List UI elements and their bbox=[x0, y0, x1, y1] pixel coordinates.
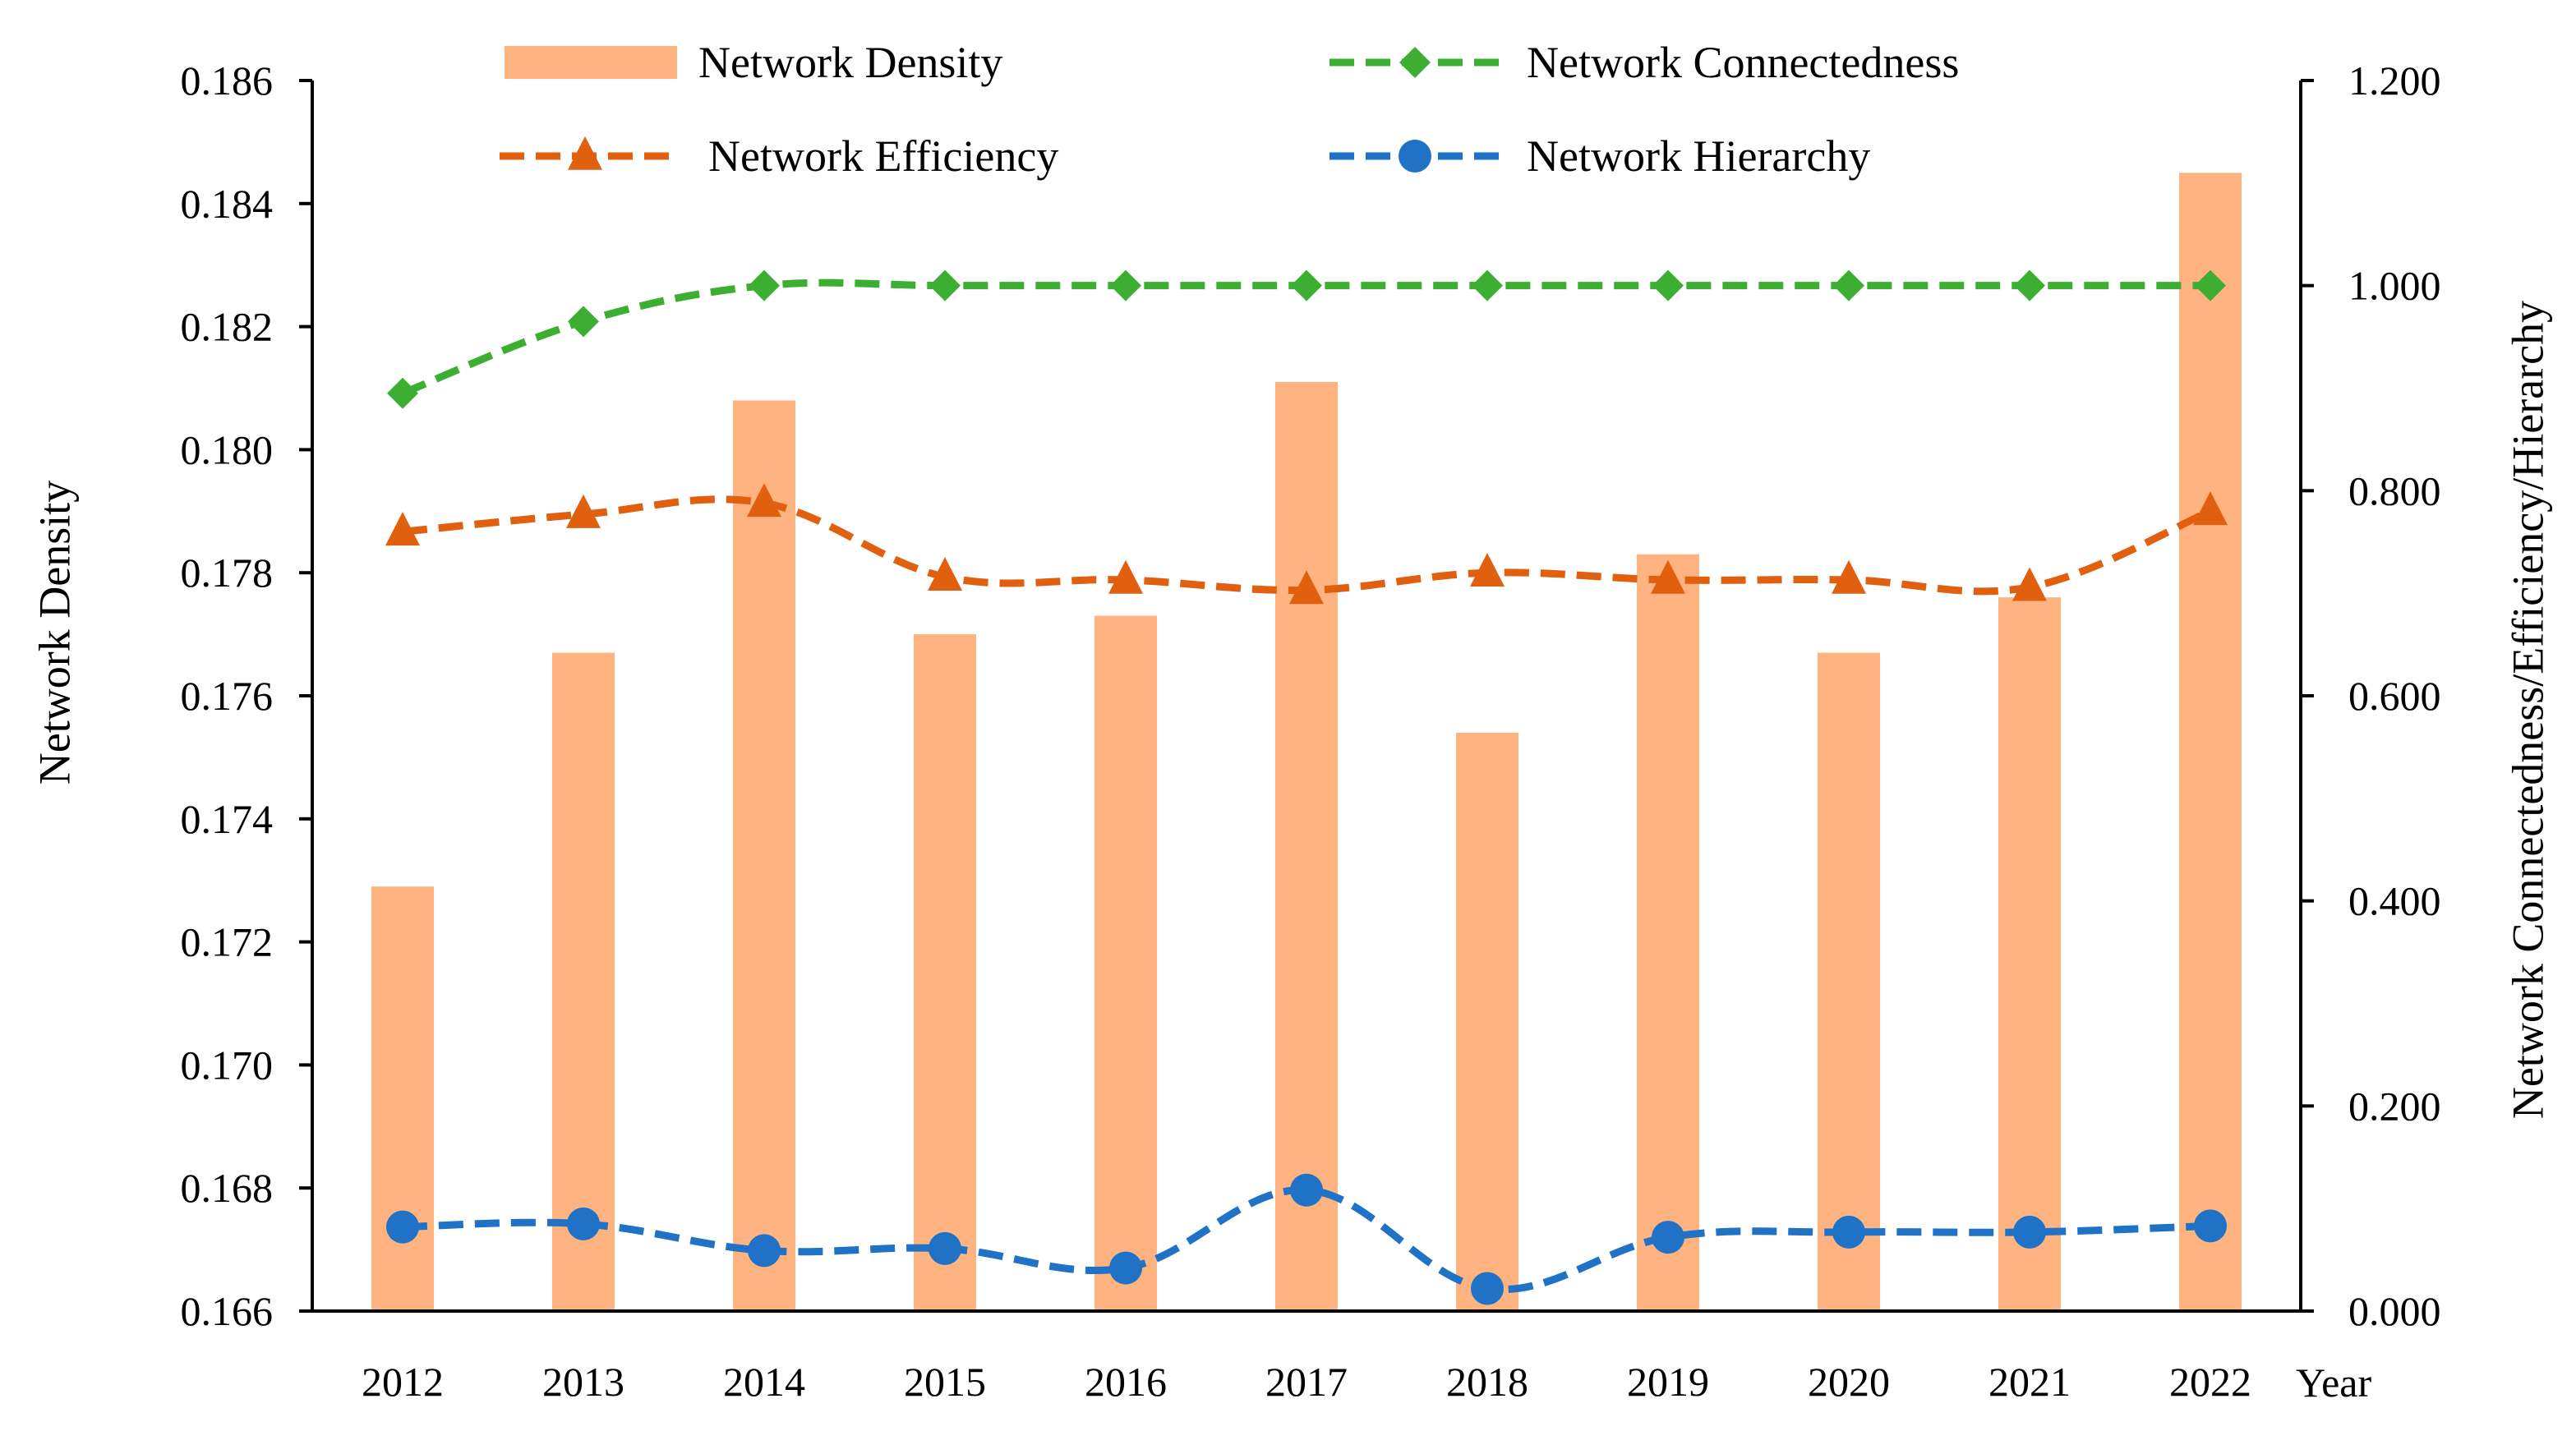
x-tick-label: 2013 bbox=[542, 1359, 624, 1405]
left-tick-label: 0.182 bbox=[181, 304, 274, 350]
network-efficiency-point-2013 bbox=[566, 494, 601, 528]
right-axis-title: Network Connectedness/Efficiency/Hierarc… bbox=[2503, 301, 2552, 1119]
network-connectedness-point-2012 bbox=[387, 377, 418, 409]
left-tick-label: 0.166 bbox=[181, 1288, 274, 1334]
left-tick-label: 0.168 bbox=[181, 1165, 274, 1211]
legend-label-network-hierarchy: Network Hierarchy bbox=[1527, 131, 1870, 181]
network-efficiency-point-2021 bbox=[2012, 567, 2047, 601]
right-tick-label: 1.200 bbox=[2348, 58, 2441, 104]
left-tick-label: 0.176 bbox=[181, 673, 274, 719]
x-tick-label: 2020 bbox=[1808, 1359, 1890, 1405]
left-tick-label: 0.180 bbox=[181, 426, 274, 472]
x-tick-label: 2021 bbox=[1988, 1359, 2071, 1405]
density-bar-2016 bbox=[1094, 615, 1157, 1311]
network-connectedness-point-2016 bbox=[1110, 269, 1141, 301]
network-efficiency-point-2017 bbox=[1289, 570, 1324, 605]
right-tick-label: 0.600 bbox=[2348, 673, 2441, 719]
legend-label-network-efficiency: Network Efficiency bbox=[708, 131, 1058, 181]
density-bar-2019 bbox=[1637, 554, 1699, 1311]
network-connectedness-point-2013 bbox=[568, 306, 599, 338]
network-efficiency-point-2016 bbox=[1108, 559, 1143, 594]
network-hierarchy-point-2017 bbox=[1290, 1173, 1323, 1207]
density-bar-2020 bbox=[1818, 652, 1880, 1311]
network-hierarchy-point-2015 bbox=[929, 1231, 961, 1265]
network-efficiency-point-2018 bbox=[1470, 553, 1505, 587]
right-tick-label: 0.400 bbox=[2348, 878, 2441, 924]
network-hierarchy-point-2018 bbox=[1471, 1272, 1504, 1305]
x-tick-label: 2015 bbox=[904, 1359, 986, 1405]
network-efficiency-point-2012 bbox=[385, 512, 420, 546]
network-connectedness-point-2018 bbox=[1472, 269, 1503, 301]
line-series bbox=[385, 269, 2228, 1305]
network-efficiency-point-2015 bbox=[928, 557, 962, 591]
network-hierarchy-point-2016 bbox=[1109, 1251, 1142, 1285]
density-bar-2012 bbox=[371, 886, 434, 1311]
network-connectedness-point-2019 bbox=[1652, 269, 1684, 301]
legend-marker-network-connectedness bbox=[1399, 47, 1431, 78]
network-hierarchy-point-2022 bbox=[2194, 1209, 2227, 1243]
right-tick-label: 0.200 bbox=[2348, 1083, 2441, 1129]
network-connectedness-point-2020 bbox=[1833, 269, 1864, 301]
density-bar-2018 bbox=[1456, 732, 1518, 1311]
legend-marker-network-efficiency bbox=[568, 136, 602, 170]
network-hierarchy-point-2019 bbox=[1652, 1221, 1684, 1254]
density-bar-2015 bbox=[914, 634, 976, 1311]
legend-swatch-network-density bbox=[505, 46, 677, 79]
network-efficiency-point-2020 bbox=[1832, 559, 1866, 594]
left-tick-label: 0.170 bbox=[181, 1042, 274, 1088]
density-bars bbox=[371, 173, 2242, 1312]
x-tick-label: 2022 bbox=[2169, 1359, 2251, 1405]
right-tick-label: 0.000 bbox=[2348, 1288, 2441, 1334]
density-bar-2013 bbox=[552, 652, 615, 1311]
network-connectedness-point-2014 bbox=[749, 269, 780, 301]
left-tick-label: 0.186 bbox=[181, 58, 274, 104]
network-hierarchy-point-2014 bbox=[748, 1234, 781, 1268]
density-bar-2022 bbox=[2179, 173, 2242, 1312]
left-tick-label: 0.172 bbox=[181, 919, 274, 965]
x-tick-label: 2016 bbox=[1085, 1359, 1167, 1405]
density-bar-2017 bbox=[1275, 382, 1338, 1311]
network-connectedness-point-2015 bbox=[929, 269, 961, 301]
left-axis-title: Network Density bbox=[30, 481, 79, 785]
network-connectedness-point-2017 bbox=[1291, 269, 1322, 301]
x-axis-title: Year bbox=[2296, 1360, 2371, 1406]
network-efficiency-point-2019 bbox=[1651, 559, 1685, 594]
tick-labels: 0.166 0.168 0.170 0.172 0.174 0.176 0.178 0.180… bbox=[181, 58, 2441, 1405]
x-tick-label: 2014 bbox=[723, 1359, 805, 1405]
right-tick-label: 0.800 bbox=[2348, 467, 2441, 513]
network-connectedness-point-2021 bbox=[2014, 269, 2045, 301]
network-connectedness-point-2022 bbox=[2195, 269, 2226, 301]
right-tick-label: 1.000 bbox=[2348, 263, 2441, 309]
legend-label-network-density: Network Density bbox=[698, 38, 1002, 87]
network-hierarchy-point-2013 bbox=[567, 1207, 600, 1240]
x-tick-label: 2018 bbox=[1446, 1359, 1528, 1405]
x-tick-label: 2019 bbox=[1627, 1359, 1709, 1405]
left-tick-label: 0.174 bbox=[181, 796, 274, 842]
network-hierarchy-point-2021 bbox=[2013, 1215, 2046, 1249]
network-hierarchy-point-2012 bbox=[386, 1210, 419, 1244]
network-efficiency-point-2022 bbox=[2193, 491, 2228, 526]
x-tick-label: 2012 bbox=[362, 1359, 444, 1405]
left-tick-label: 0.184 bbox=[181, 181, 274, 227]
left-tick-label: 0.178 bbox=[181, 550, 274, 596]
network-hierarchy-point-2020 bbox=[1832, 1215, 1865, 1249]
density-bar-2014 bbox=[733, 400, 795, 1312]
legend-label-network-connectedness: Network Connectedness bbox=[1527, 38, 1959, 87]
density-bar-2021 bbox=[1998, 597, 2061, 1311]
legend-marker-network-hierarchy bbox=[1399, 140, 1431, 173]
network-efficiency-point-2014 bbox=[747, 483, 781, 518]
axes bbox=[299, 79, 2314, 1313]
x-tick-label: 2017 bbox=[1265, 1359, 1348, 1405]
legend: Network Density Network Connectedness Netw… bbox=[500, 38, 1959, 181]
